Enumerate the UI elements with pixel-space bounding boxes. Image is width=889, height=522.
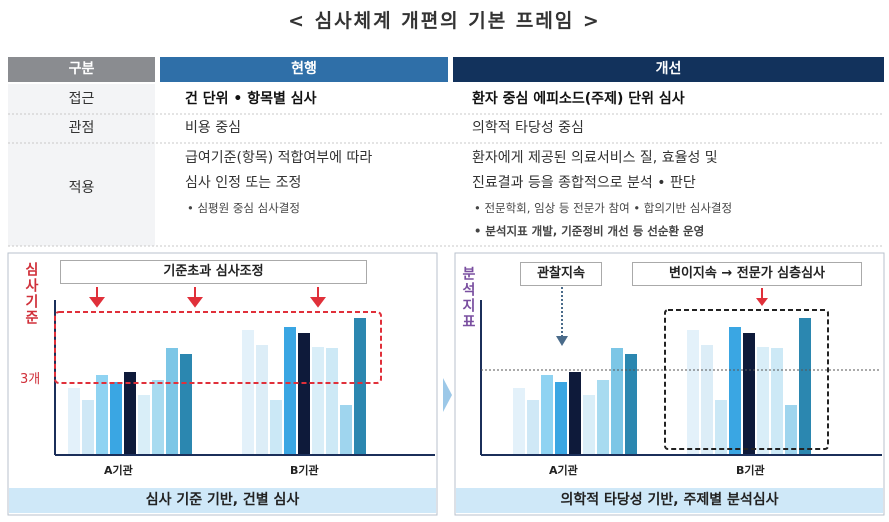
label-column — [8, 84, 155, 246]
illustrative-bar — [541, 375, 553, 454]
illustrative-bar — [152, 380, 164, 454]
illustrative-bar — [513, 388, 525, 454]
improved-bullet: • 전문학회, 임상 등 전문가 참여 • 합의기반 심사결정 — [474, 201, 733, 215]
group-label: B기관 — [736, 464, 765, 477]
illustrative-bar — [284, 327, 296, 454]
improved-text: 환자에게 제공된 의료서비스 질, 효율성 및 — [472, 150, 718, 166]
illustrative-bar — [569, 372, 581, 454]
current-text: 건 단위 • 항목별 심사 — [185, 91, 317, 107]
caption: 심사 기준 기반, 건별 심사 — [9, 488, 436, 513]
right-chart — [480, 287, 882, 456]
group-label: A기관 — [104, 464, 133, 477]
row-label: 접근 — [68, 91, 95, 107]
illustrative-bar — [242, 330, 254, 454]
illustrative-bar — [124, 372, 136, 454]
header-cell — [453, 57, 884, 82]
header-cell — [160, 57, 448, 82]
title: < 심사체계 개편의 기본 프레임 > — [288, 10, 601, 32]
illustrative-bar — [583, 395, 595, 454]
row-label: 관점 — [68, 120, 95, 136]
current-text: 심사 인정 또는 조정 — [185, 175, 302, 191]
illustrative-bar — [340, 405, 352, 454]
illustrative-bar — [771, 348, 783, 454]
axis-label: 분석지표 — [460, 266, 476, 330]
illustrative-bar — [180, 354, 192, 454]
illustrative-bar — [785, 405, 797, 454]
illustrative-bar — [625, 354, 637, 454]
illustrative-bar — [687, 330, 699, 454]
header-cell — [8, 57, 155, 82]
panel-frame — [454, 252, 885, 516]
illustrative-bar — [354, 318, 366, 454]
callout: 기준초과 심사조정 — [60, 260, 367, 284]
left-chart — [54, 287, 435, 456]
illustrative-bar — [729, 327, 741, 454]
callout: 변이지속 → 전문가 심층심사 — [632, 262, 862, 286]
illustrative-bar — [96, 375, 108, 454]
illustrative-bar — [715, 400, 727, 454]
illustrative-bar — [555, 382, 567, 454]
illustrative-bar — [110, 382, 122, 454]
illustrative-bar — [138, 395, 150, 454]
improved-text: 의학적 타당성 중심 — [472, 120, 584, 136]
header-label: 구분 — [68, 61, 95, 77]
improved-bullet: • 분석지표 개발, 기준정비 개선 등 선순환 운영 — [474, 224, 705, 238]
illustrative-bar — [256, 345, 268, 454]
illustrative-bar — [743, 333, 755, 454]
flow-arrow — [443, 378, 452, 412]
illustrative-bar — [527, 400, 539, 454]
row-label: 적용 — [68, 180, 95, 196]
illustrative-bar — [597, 380, 609, 454]
illustrative-bar — [799, 318, 811, 454]
illustrative-bar — [270, 400, 282, 454]
improved-text: 진료결과 등을 종합적으로 분석 • 판단 — [472, 175, 696, 191]
illustrative-bar — [326, 348, 338, 454]
current-text: 비용 중심 — [185, 120, 241, 136]
illustrative-bar — [166, 348, 178, 454]
illustrative-bar — [312, 347, 324, 454]
caption: 의학적 타당성 기반, 주제별 분석심사 — [456, 488, 883, 513]
illustrative-bar — [701, 345, 713, 454]
header-label: 현행 — [291, 61, 317, 77]
threshold-label: 3개 — [20, 372, 41, 387]
improved-text: 환자 중심 에피소드(주제) 단위 심사 — [472, 91, 685, 107]
current-bullet: • 심평원 중심 심사결정 — [187, 201, 300, 215]
header-label: 개선 — [655, 61, 682, 77]
current-text: 급여기준(항목) 적합여부에 따라 — [185, 150, 373, 166]
callout: 관찰지속 — [520, 262, 602, 286]
illustrative-bar — [68, 388, 80, 454]
illustrative-bar — [757, 347, 769, 454]
illustrative-bar — [611, 348, 623, 454]
group-label: A기관 — [549, 464, 578, 477]
axis-label: 심사기준 — [23, 262, 39, 326]
illustrative-bar — [82, 400, 94, 454]
illustrative-bar — [298, 333, 310, 454]
group-label: B기관 — [290, 464, 319, 477]
